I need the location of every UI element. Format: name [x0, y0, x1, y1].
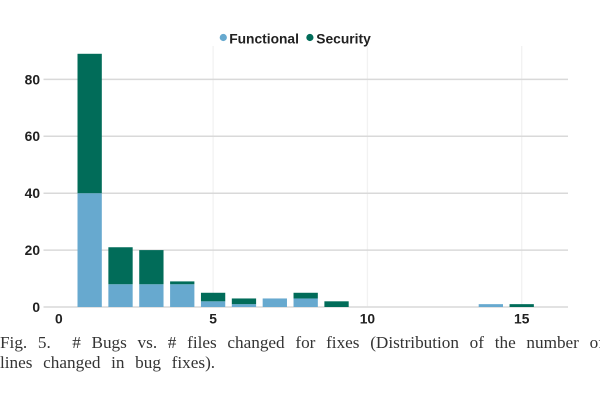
svg-text:Functional: Functional — [229, 32, 299, 47]
svg-text:0: 0 — [32, 300, 40, 315]
svg-text:60: 60 — [25, 129, 41, 144]
svg-text:10: 10 — [360, 312, 376, 327]
svg-text:0: 0 — [55, 312, 63, 327]
svg-text:5: 5 — [209, 312, 217, 327]
svg-text:40: 40 — [25, 186, 41, 201]
svg-text:Security: Security — [316, 32, 371, 47]
svg-text:15: 15 — [514, 312, 530, 327]
svg-text:20: 20 — [25, 243, 41, 258]
svg-text:80: 80 — [25, 72, 41, 87]
